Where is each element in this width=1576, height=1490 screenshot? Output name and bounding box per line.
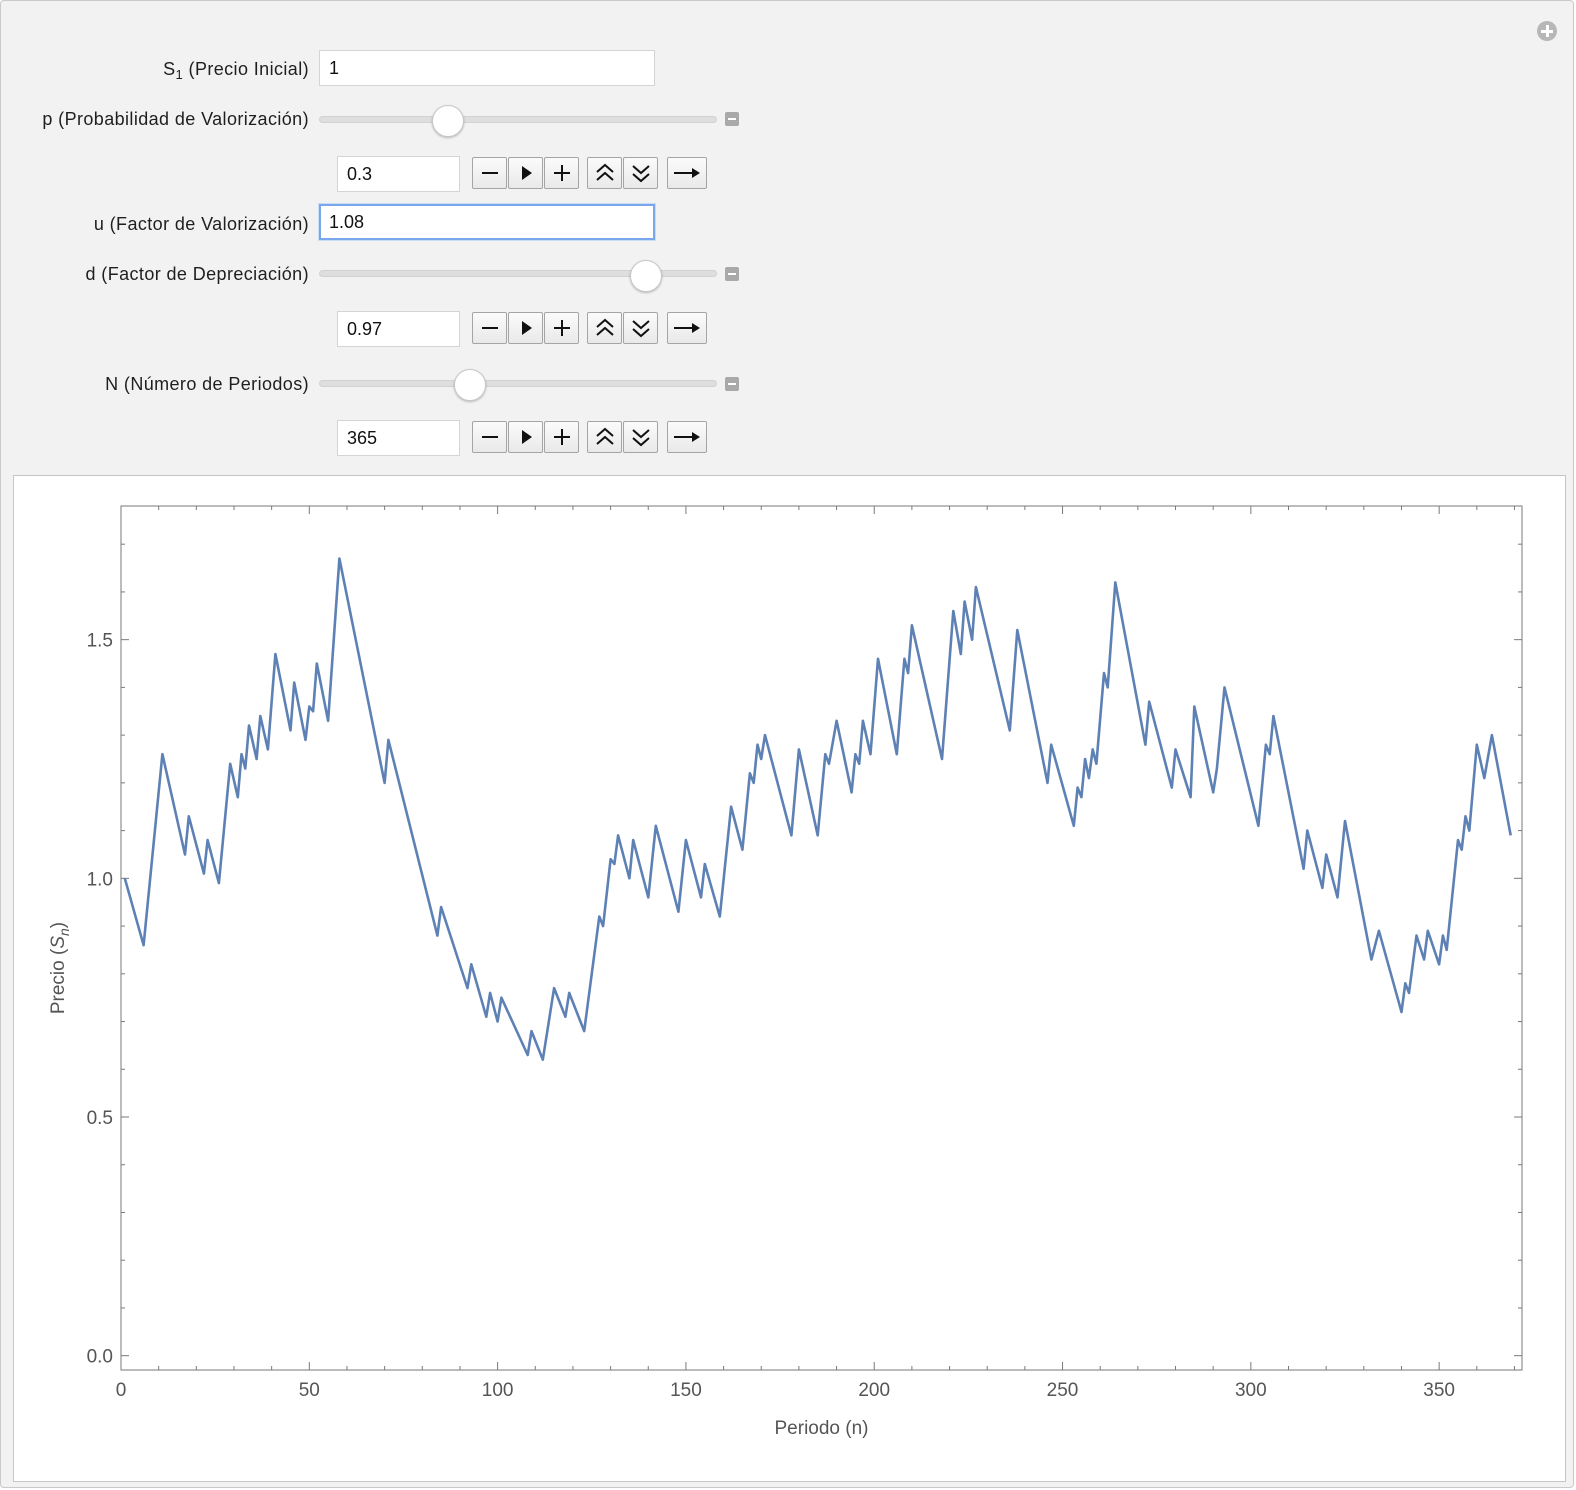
x-axis-title: Periodo (n) [775,1418,869,1439]
play-icon [516,318,536,338]
y-axis-title-var: S [48,936,69,949]
u-input[interactable]: 1.08 [319,204,655,240]
d-collapse-icon[interactable] [725,267,739,281]
p-minus-button[interactable] [472,157,507,189]
plus-circle-icon[interactable] [1537,21,1557,41]
d-minus-button[interactable] [472,312,507,344]
x-tick-label: 150 [670,1380,702,1401]
p-label: p (Probabilidad de Valorización) [42,109,309,129]
d-play-button[interactable] [508,312,543,344]
n-play-button[interactable] [508,421,543,453]
n-value-field[interactable]: 365 [337,420,460,456]
x-tick-label: 100 [482,1380,514,1401]
y-axis-title-main: Precio ( [48,948,69,1014]
p-slider-track[interactable] [319,116,717,123]
slower-icon [630,426,652,448]
x-tick-label: 50 [299,1380,320,1401]
d-slider-track[interactable] [319,270,717,277]
p-direction-arrow-button[interactable] [667,157,707,189]
x-tick-label: 350 [1423,1380,1455,1401]
n-minus-button[interactable] [472,421,507,453]
n-collapse-icon[interactable] [725,377,739,391]
faster-icon [594,426,616,448]
n-slider-thumb[interactable] [454,369,487,401]
y-tick-label: 1.0 [87,869,113,890]
d-slower-button[interactable] [623,312,658,344]
price-series-line [123,557,1512,1062]
x-tick-label: 0 [116,1380,127,1401]
n-slider-track[interactable] [319,380,717,387]
play-icon [516,163,536,183]
y-tick-label: 0.5 [87,1108,113,1129]
p-slider-thumb[interactable] [432,105,465,137]
s1-label-rest: (Precio Inicial) [183,59,309,79]
n-direction-arrow-button[interactable] [667,421,707,453]
plot-area: 0 50 100 150 200 250 300 350 0.0 0.5 1.0 1.5 Perio… [13,475,1566,1482]
faster-icon [594,162,616,184]
x-tick-label: 250 [1047,1380,1079,1401]
direction-arrow-icon [672,318,702,338]
plus-icon [552,163,572,183]
s1-label: S1 (Precio Inicial) [1,58,309,86]
p-collapse-icon[interactable] [725,112,739,126]
slower-icon [630,317,652,339]
d-faster-button[interactable] [587,312,622,344]
p-plus-button[interactable] [544,157,579,189]
d-plus-button[interactable] [544,312,579,344]
n-faster-button[interactable] [587,421,622,453]
direction-arrow-icon [672,163,702,183]
p-play-button[interactable] [508,157,543,189]
u-label: u (Factor de Valorización) [93,214,309,234]
y-axis-title-sub: n [56,928,72,936]
plot-frame [120,505,1523,1371]
x-tick-label: 200 [858,1380,890,1401]
faster-icon [594,317,616,339]
p-value-field[interactable]: 0.3 [337,156,460,192]
minus-icon [480,163,500,183]
p-faster-button[interactable] [587,157,622,189]
direction-arrow-icon [672,427,702,447]
n-plus-button[interactable] [544,421,579,453]
x-tick-label: 300 [1235,1380,1267,1401]
y-axis-title-end: ) [48,922,69,928]
s1-input[interactable]: 1 [319,50,655,86]
y-tick-label: 1.5 [87,631,113,652]
d-slider-thumb[interactable] [630,260,663,292]
d-direction-arrow-button[interactable] [667,312,707,344]
minus-icon [480,427,500,447]
slower-icon [630,162,652,184]
n-label: N (Número de Periodos) [105,374,309,394]
s1-label-sub: 1 [175,67,184,82]
minus-icon [480,318,500,338]
y-axis-title: Precio (Sn) [48,922,72,1014]
p-slower-button[interactable] [623,157,658,189]
d-value-field[interactable]: 0.97 [337,311,460,347]
plus-icon [552,318,572,338]
play-icon [516,427,536,447]
y-tick-label: 0.0 [87,1347,113,1368]
n-slower-button[interactable] [623,421,658,453]
d-label: d (Factor de Depreciación) [85,264,309,284]
s1-label-main: S [163,59,176,79]
plus-icon [552,427,572,447]
price-chart: 0 50 100 150 200 250 300 350 0.0 0.5 1.0 1.5 Perio… [48,505,1523,1439]
